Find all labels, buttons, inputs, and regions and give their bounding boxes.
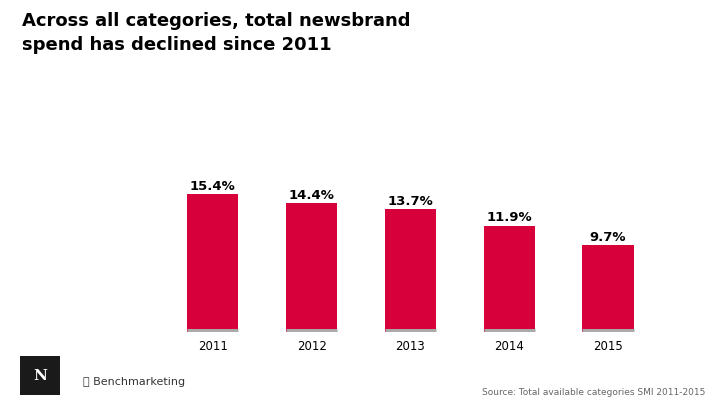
Text: Source: Total available categories SMI 2011-2015: Source: Total available categories SMI 2… xyxy=(482,388,706,397)
Text: Across all categories, total newsbrand
spend has declined since 2011: Across all categories, total newsbrand s… xyxy=(22,12,410,54)
Text: 15.4%: 15.4% xyxy=(190,180,235,193)
Bar xyxy=(484,226,535,332)
Bar xyxy=(187,194,238,332)
Text: 11.9%: 11.9% xyxy=(487,211,532,224)
Text: N: N xyxy=(33,369,47,383)
Text: 9.7%: 9.7% xyxy=(590,231,626,244)
Bar xyxy=(286,203,337,332)
Bar xyxy=(582,245,634,332)
Text: 示 Benchmarketing: 示 Benchmarketing xyxy=(83,377,185,387)
Text: 14.4%: 14.4% xyxy=(289,189,335,202)
Text: 13.7%: 13.7% xyxy=(387,195,433,208)
Bar xyxy=(384,209,436,332)
